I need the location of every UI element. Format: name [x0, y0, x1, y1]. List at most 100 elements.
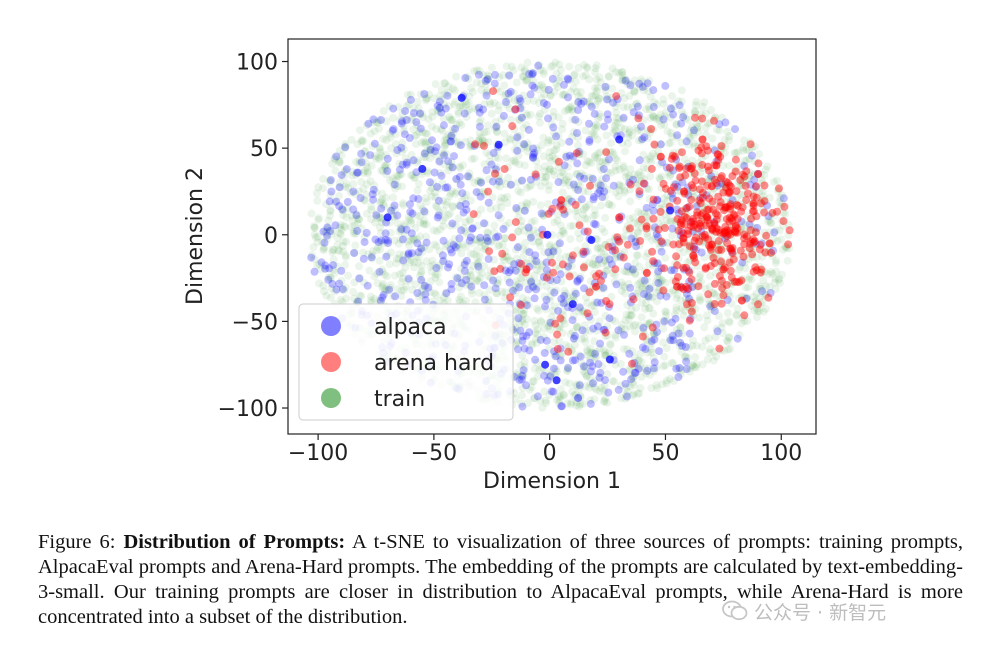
train-point: [430, 188, 439, 197]
train-point: [635, 217, 644, 225]
train-point: [611, 162, 620, 171]
alpaca-point: [573, 129, 581, 137]
train-point: [645, 370, 654, 379]
train-point: [397, 286, 406, 295]
train-point: [507, 257, 516, 266]
train-point: [412, 131, 421, 140]
train-point: [558, 307, 567, 315]
train-point: [548, 245, 557, 254]
alpaca-point: [653, 328, 661, 337]
train-point: [550, 302, 559, 311]
train-point: [621, 316, 630, 325]
arena-hard-point: [725, 217, 734, 226]
alpaca-point: [324, 275, 333, 284]
train-point: [527, 276, 536, 285]
train-point: [778, 191, 787, 200]
arena-hard-point: [571, 200, 580, 209]
train-point: [386, 133, 395, 142]
arena-hard-point: [743, 189, 752, 198]
alpaca-point: [460, 260, 469, 269]
alpaca-point: [569, 334, 578, 343]
train-point: [657, 276, 666, 285]
train-point: [646, 154, 655, 163]
train-point: [561, 378, 570, 387]
train-point: [316, 265, 325, 274]
train-point: [585, 258, 594, 267]
arena-hard-point: [511, 218, 520, 227]
train-point: [585, 326, 594, 335]
train-point: [549, 338, 558, 347]
train-point: [621, 325, 630, 334]
train-point: [721, 205, 730, 214]
arena-hard-point: [556, 202, 565, 211]
train-point: [603, 398, 612, 407]
train-point: [515, 116, 524, 125]
alpaca-point: [407, 249, 416, 258]
train-point: [668, 231, 677, 240]
train-point: [361, 152, 370, 161]
train-point: [574, 63, 583, 72]
alpaca-point: [650, 223, 659, 232]
train-point: [567, 346, 576, 355]
arena-hard-point: [673, 273, 682, 281]
train-point: [761, 304, 770, 313]
alpaca-point: [422, 238, 431, 247]
train-point: [360, 166, 369, 175]
train-point: [672, 217, 681, 226]
train-point: [651, 225, 660, 234]
train-point: [423, 94, 432, 103]
train-point: [517, 391, 526, 400]
alpaca-point: [443, 183, 452, 192]
arena-hard-point: [710, 259, 719, 268]
train-point: [407, 116, 416, 125]
arena-hard-point: [548, 258, 556, 267]
alpaca-point: [554, 178, 563, 187]
train-point: [476, 273, 485, 282]
arena-hard-point: [649, 214, 658, 223]
alpaca-point: [370, 139, 379, 148]
train-point: [546, 240, 555, 249]
train-point: [571, 77, 580, 86]
arena-hard-point: [722, 226, 731, 235]
train-point: [727, 259, 736, 268]
alpaca-point: [451, 243, 460, 251]
train-point: [517, 144, 526, 153]
train-point: [473, 141, 482, 150]
train-point: [548, 152, 557, 160]
train-point: [573, 206, 582, 215]
train-point: [700, 253, 709, 262]
train-point: [641, 219, 650, 228]
arena-hard-point: [765, 239, 774, 248]
train-point: [710, 289, 719, 298]
train-point: [378, 166, 387, 175]
train-point: [564, 343, 573, 351]
train-point: [542, 399, 550, 407]
train-point: [527, 70, 536, 79]
train-point: [394, 254, 403, 263]
arena-hard-point: [557, 196, 566, 205]
train-point: [486, 274, 495, 282]
train-point: [595, 157, 604, 166]
train-point: [499, 240, 507, 249]
train-point: [526, 110, 535, 119]
arena-hard-point: [761, 248, 770, 257]
alpaca-point: [574, 393, 583, 402]
train-point: [480, 262, 489, 271]
train-point: [770, 177, 778, 186]
train-point: [746, 171, 755, 180]
train-point: [677, 237, 686, 246]
train-point: [565, 194, 574, 203]
train-point: [701, 123, 710, 132]
train-point: [705, 300, 714, 308]
train-point: [636, 321, 645, 330]
train-point: [563, 292, 572, 301]
arena-hard-point: [717, 276, 726, 285]
train-point: [340, 168, 349, 177]
train-point: [512, 254, 521, 263]
arena-hard-point: [626, 180, 635, 189]
train-point: [709, 356, 718, 365]
arena-hard-point: [710, 220, 719, 229]
train-point: [352, 210, 361, 218]
train-point: [735, 331, 744, 340]
